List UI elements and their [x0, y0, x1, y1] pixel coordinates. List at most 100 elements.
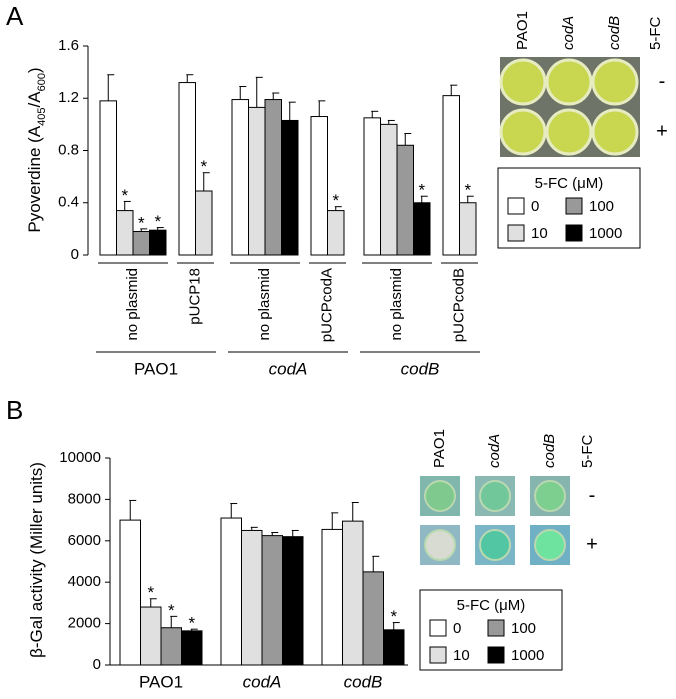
- bar: [321, 528, 343, 666]
- legend-label: 1000: [589, 225, 622, 242]
- bar: [380, 123, 398, 256]
- colony: [424, 480, 456, 512]
- well: [499, 58, 547, 106]
- panel-label: A: [6, 1, 24, 31]
- colony: [534, 480, 566, 512]
- y-tick-label: 8000: [68, 490, 101, 507]
- y-axis-title-part: Pyoverdine (A: [25, 125, 44, 232]
- category-label: pUCPcodA: [318, 268, 335, 342]
- inset-column-label: codA: [486, 434, 503, 468]
- legend-label: 10: [531, 225, 548, 242]
- inset-row-label: +: [586, 533, 598, 555]
- colony: [479, 480, 511, 512]
- bar: [261, 535, 283, 666]
- category-label: no plasmid: [124, 268, 141, 341]
- bar: [220, 517, 242, 666]
- inset-column-label: codA: [560, 16, 577, 50]
- bar: [413, 202, 431, 256]
- y-axis-title-part: 600: [36, 73, 48, 91]
- group-label: PAO1: [139, 672, 183, 691]
- legend-title: 5-FC (μM): [457, 597, 526, 614]
- bar: [459, 202, 477, 256]
- bar: [264, 99, 282, 256]
- legend-title: 5-FC (μM): [535, 175, 604, 192]
- bar: [282, 536, 304, 666]
- category-label: no plasmid: [256, 268, 273, 341]
- legend-label: 0: [453, 620, 461, 637]
- bar: [99, 100, 117, 256]
- significance-star: *: [200, 157, 207, 176]
- inset-condition-label: 5-FC: [579, 435, 596, 469]
- group-label: codA: [243, 672, 282, 691]
- y-tick-label: 6000: [68, 532, 101, 549]
- legend-swatch: [507, 224, 525, 242]
- inset-row-label: -: [659, 70, 666, 92]
- y-tick-label: 0: [71, 246, 79, 263]
- legend-swatch: [565, 224, 583, 242]
- legend-label: 100: [589, 198, 614, 215]
- well: [545, 108, 593, 156]
- well: [591, 58, 639, 106]
- legend-swatch: [429, 646, 447, 664]
- y-tick-label: 1.6: [58, 37, 79, 54]
- bar: [231, 99, 249, 256]
- colony: [424, 529, 456, 561]
- legend-swatch: [487, 619, 505, 637]
- bar: [248, 106, 266, 256]
- inset-column-label: PAO1: [514, 11, 531, 50]
- well: [545, 58, 593, 106]
- legend-swatch: [565, 197, 583, 215]
- inset-column-label: codB: [606, 16, 623, 50]
- bar: [362, 571, 384, 666]
- y-tick-label: 0.4: [58, 194, 79, 211]
- significance-star: *: [168, 601, 175, 620]
- significance-star: *: [188, 614, 195, 633]
- bar: [178, 82, 196, 256]
- bar: [281, 119, 299, 256]
- bar: [160, 627, 182, 666]
- bar: [442, 95, 460, 256]
- y-tick-label: 0.8: [58, 141, 79, 158]
- y-axis-title-part: β-Gal activity (Miller units): [27, 462, 46, 658]
- legend-label: 0: [531, 198, 539, 215]
- group-label: codB: [344, 672, 383, 691]
- bar: [383, 629, 405, 666]
- bar: [396, 144, 414, 256]
- inset-row-label: +: [656, 120, 668, 142]
- y-tick-label: 4000: [68, 573, 101, 590]
- group-label: codA: [269, 359, 308, 378]
- well: [591, 108, 639, 156]
- y-tick-label: 0: [93, 656, 101, 673]
- bar: [310, 116, 328, 256]
- y-axis-title-part: ): [25, 67, 44, 73]
- bar: [241, 529, 263, 666]
- panel-label: B: [6, 395, 23, 425]
- significance-star: *: [464, 181, 471, 200]
- y-tick-label: 10000: [59, 449, 101, 466]
- group-label: codB: [401, 359, 440, 378]
- category-label: no plasmid: [388, 268, 405, 341]
- significance-star: *: [138, 213, 145, 232]
- legend-label: 1000: [511, 647, 544, 664]
- group-label: PAO1: [134, 359, 178, 378]
- bar: [149, 229, 167, 256]
- bar: [195, 190, 213, 256]
- legend-swatch: [487, 646, 505, 664]
- y-axis-title: β-Gal activity (Miller units): [27, 462, 46, 658]
- bar: [116, 210, 134, 256]
- inset-row-label: -: [589, 484, 596, 506]
- significance-star: *: [418, 181, 425, 200]
- bar: [181, 630, 203, 666]
- bar: [327, 210, 345, 256]
- y-axis-title-part: 405: [36, 107, 48, 125]
- legend-swatch: [429, 619, 447, 637]
- significance-star: *: [332, 191, 339, 210]
- bar: [140, 606, 162, 666]
- y-tick-label: 1.2: [58, 89, 79, 106]
- bar: [342, 520, 364, 666]
- y-axis-title: Pyoverdine (A405/A600): [25, 67, 47, 232]
- y-axis-title-part: /A: [25, 91, 44, 108]
- legend-label: 100: [511, 620, 536, 637]
- inset-column-label: PAO1: [431, 429, 448, 468]
